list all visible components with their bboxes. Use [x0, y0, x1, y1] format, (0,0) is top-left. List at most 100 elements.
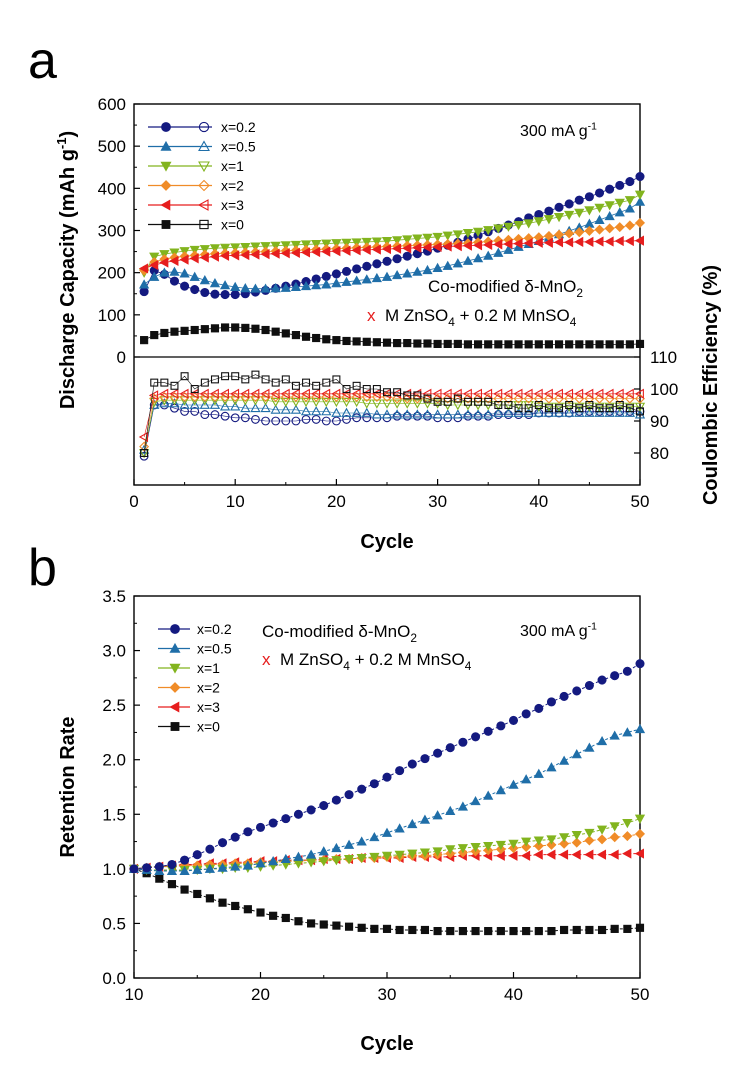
capacity-point	[472, 240, 483, 251]
legend-marker-filled	[160, 180, 172, 191]
capacity-point	[614, 235, 624, 247]
capacity-point	[321, 246, 331, 257]
legend-marker-open	[198, 161, 210, 173]
data-point	[609, 822, 620, 832]
capacity-point	[402, 251, 412, 261]
capacity-point	[534, 340, 543, 349]
data-point	[218, 898, 227, 907]
electrolyte-annotation: M ZnSO4 + 0.2 M MnSO4	[280, 650, 472, 673]
data-point	[356, 853, 367, 864]
data-point	[394, 850, 405, 860]
efficiency-point	[463, 411, 473, 421]
efficiency-point	[432, 388, 442, 399]
capacity-point	[230, 290, 240, 300]
efficiency-point	[281, 416, 291, 426]
data-point	[281, 913, 290, 923]
capacity-point	[554, 340, 564, 349]
capacity-point	[241, 323, 250, 332]
data-point	[520, 850, 531, 861]
capacity-point	[514, 340, 523, 349]
capacity-point	[138, 263, 149, 274]
efficiency-point	[148, 390, 159, 401]
capacity-point	[432, 241, 442, 253]
capacity-point	[392, 254, 402, 264]
capacity-point	[503, 244, 514, 254]
data-point	[445, 845, 456, 855]
efficiency-point	[260, 388, 270, 399]
capacity-point	[594, 214, 605, 224]
data-point	[369, 852, 380, 863]
data-point	[129, 864, 139, 874]
efficiency-point	[300, 397, 312, 408]
data-point	[521, 837, 532, 847]
capacity-point	[230, 281, 241, 291]
capacity-point	[585, 340, 594, 349]
efficiency-point	[423, 394, 432, 403]
efficiency-point	[514, 410, 523, 420]
efficiency-point	[452, 388, 462, 399]
efficiency-point	[362, 413, 372, 423]
efficiency-point	[240, 392, 251, 402]
efficiency-point	[189, 392, 200, 402]
efficiency-point	[311, 397, 322, 408]
capacity-point	[463, 340, 473, 349]
legend-marker	[169, 682, 181, 693]
data-point	[521, 842, 532, 853]
x-tick-label: 40	[529, 492, 548, 511]
efficiency-point	[503, 388, 513, 399]
capacity-point	[331, 246, 341, 257]
efficiency-point	[604, 388, 614, 399]
efficiency-point	[341, 388, 351, 399]
efficiency-point	[169, 392, 180, 402]
capacity-point	[322, 335, 331, 344]
efficiency-point	[533, 407, 544, 417]
efficiency-point	[209, 392, 220, 402]
capacity-point	[392, 236, 403, 246]
efficiency-point	[139, 441, 150, 452]
data-point	[419, 814, 431, 824]
capacity-point	[574, 236, 584, 247]
capacity-point	[189, 253, 199, 264]
data-point	[571, 837, 582, 848]
data-point	[597, 925, 607, 935]
efficiency-point	[231, 372, 240, 381]
efficiency-point	[300, 388, 310, 399]
efficiency-point	[179, 388, 189, 399]
data-point	[584, 828, 595, 839]
legend-label: x=0.2	[197, 621, 232, 637]
data-point	[230, 832, 240, 842]
efficiency-point	[209, 399, 221, 409]
efficiency-point	[575, 404, 584, 413]
data-point	[572, 925, 581, 935]
data-point	[218, 838, 228, 848]
capacity-point	[381, 243, 391, 255]
y2-tick-label: 110	[650, 348, 677, 367]
data-point	[483, 726, 493, 736]
capacity-point	[140, 336, 149, 345]
data-point	[571, 831, 582, 841]
capacity-point	[219, 280, 231, 290]
capacity-point	[615, 180, 625, 190]
chart-panel-b: 10 20 30 40 50 0.0 0.5 1.0 1.5 2.0 2.5 3.0 3.5 Cycle R…	[57, 587, 649, 1055]
data-point	[622, 831, 633, 842]
efficiency-point	[422, 399, 433, 409]
data-point	[508, 779, 519, 789]
legend-label: x=3	[197, 699, 220, 715]
capacity-point	[311, 280, 322, 290]
capacity-point	[331, 269, 341, 279]
efficiency-point	[260, 402, 271, 413]
data-point	[533, 840, 544, 851]
data-point	[293, 851, 304, 861]
capacity-point	[352, 264, 362, 274]
capacity-point	[250, 249, 260, 260]
capacity-point	[199, 252, 209, 263]
efficiency-point	[433, 397, 442, 406]
capacity-point	[240, 249, 250, 261]
capacity-point	[391, 243, 402, 254]
capacity-point	[231, 323, 240, 332]
efficiency-point	[595, 404, 604, 413]
capacity-point	[523, 238, 533, 249]
data-point	[597, 834, 608, 845]
efficiency-point	[625, 404, 634, 413]
capacity-point	[413, 339, 422, 348]
